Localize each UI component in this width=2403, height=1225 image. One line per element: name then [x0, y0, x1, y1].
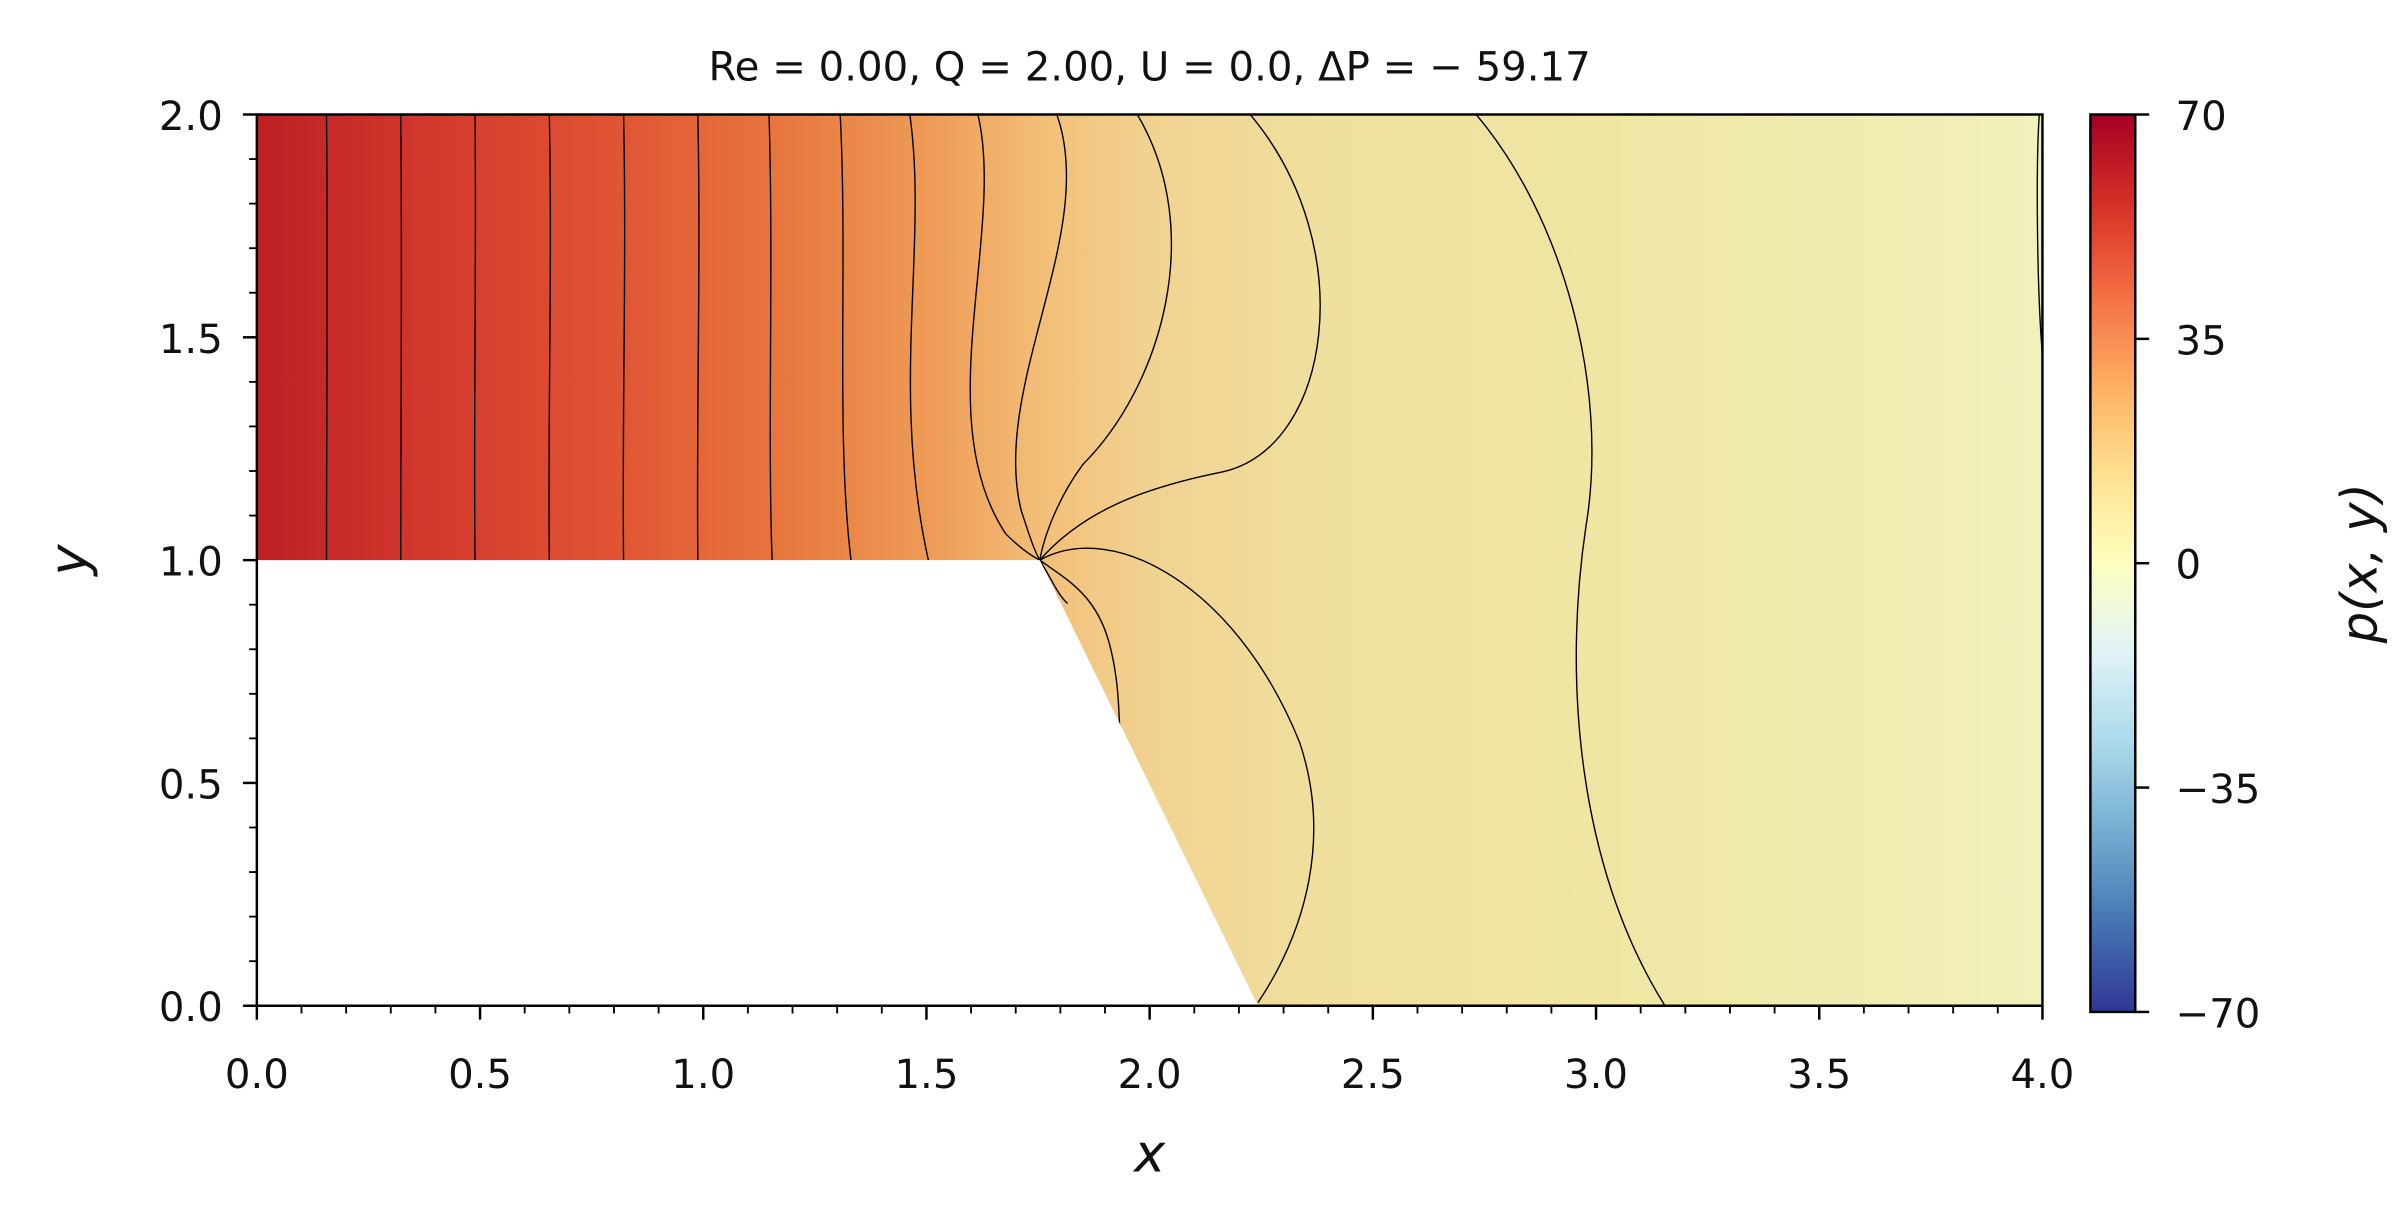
x-tick-label: 2.5 [1341, 1052, 1405, 1098]
chart-title: Re = 0.00, Q = 2.00, U = 0.0, ΔP = − 59.… [709, 44, 1591, 90]
contour-line [768, 114, 773, 561]
contour-line [1039, 114, 1321, 561]
colorbar [2089, 113, 2137, 1014]
y-axis-label: y [39, 544, 100, 578]
contour-line [1039, 114, 1173, 561]
colorbar-label: p(x, y) [2331, 483, 2389, 644]
contour-line [1039, 547, 1315, 1004]
contour-line [622, 114, 626, 561]
y-tick-label: 1.5 [159, 317, 223, 363]
y-tick-label: 0.5 [159, 762, 223, 808]
x-tick-label: 3.0 [1564, 1052, 1628, 1098]
x-tick-label: 4.0 [2010, 1052, 2074, 1098]
colorbar-tick-label: −70 [2176, 991, 2261, 1037]
x-tick-label: 0.5 [448, 1052, 512, 1098]
contour-line [839, 114, 852, 561]
contour-line [1039, 559, 1123, 737]
y-tick-label: 1.0 [159, 540, 223, 586]
x-tick-label: 2.0 [1118, 1052, 1182, 1098]
x-axis: 0.0 0.5 1.0 1.5 2.0 2.5 3.0 3.5 4.0 [225, 1005, 2074, 1098]
y-tick-label: 0.0 [159, 985, 223, 1031]
contour-line [1014, 114, 1068, 561]
contour-line [696, 114, 700, 561]
y-tick-label: 2.0 [159, 94, 223, 140]
colorbar-tick-label: 0 [2176, 543, 2202, 589]
contour-line [400, 114, 403, 561]
x-tick-label: 1.0 [671, 1052, 735, 1098]
colorbar-ticks: 70 35 0 −35 −70 [2135, 94, 2260, 1037]
y-axis: 0.0 0.5 1.0 1.5 2.0 [159, 94, 257, 1031]
contour-line [1039, 559, 1069, 604]
colorbar-tick-label: −35 [2176, 767, 2261, 813]
x-tick-label: 3.5 [1787, 1052, 1851, 1098]
contour-line [325, 114, 328, 561]
contour-line [909, 114, 930, 561]
contour-line [1475, 114, 1666, 1006]
x-tick-label: 0.0 [225, 1052, 289, 1098]
x-tick-label: 1.5 [894, 1052, 958, 1098]
contour-line [2036, 114, 2043, 356]
colorbar-tick-label: 35 [2176, 318, 2227, 364]
pressure-field [256, 114, 2043, 1006]
contour-line [969, 114, 1041, 561]
contour-line [548, 114, 552, 561]
contour-lines [325, 114, 2043, 1006]
x-axis-label: x [1132, 1123, 1166, 1184]
colorbar-tick-label: 70 [2176, 94, 2227, 140]
contour-line [473, 114, 477, 561]
